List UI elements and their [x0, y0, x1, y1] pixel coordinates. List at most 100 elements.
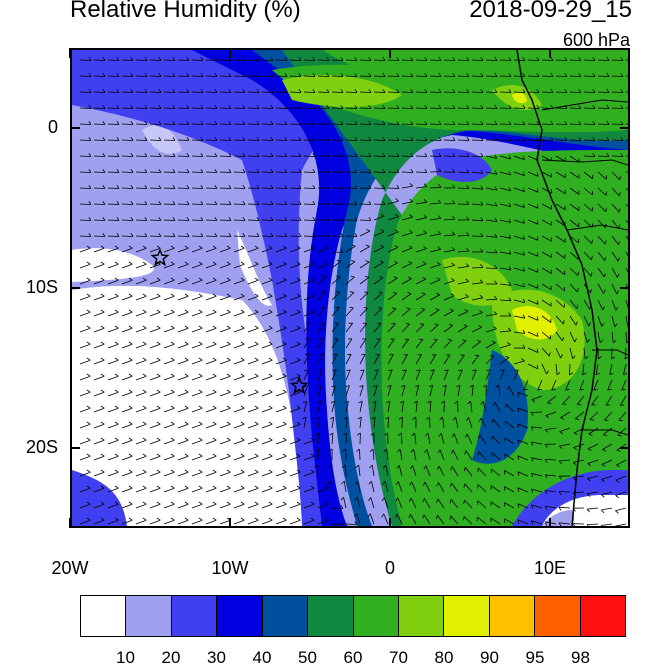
wind-barb	[276, 236, 287, 237]
colorbar-label: 20	[151, 648, 191, 668]
wind-barb	[220, 108, 231, 109]
wind-barb	[402, 156, 413, 157]
wind-barb	[248, 140, 259, 141]
wind-barb	[346, 156, 357, 157]
wind-barb	[514, 60, 525, 61]
wind-barb	[402, 140, 413, 141]
wind-barb	[220, 60, 231, 61]
wind-barb	[290, 188, 301, 189]
wind-barb	[108, 92, 119, 93]
wind-barb	[444, 108, 455, 109]
wind-barb	[290, 172, 301, 173]
wind-barb	[346, 188, 357, 189]
wind-barb	[80, 204, 91, 205]
wind-barb-feather	[347, 354, 351, 355]
wind-barb	[388, 92, 399, 93]
wind-barb	[178, 76, 189, 77]
wind-barb-feather	[551, 254, 552, 258]
wind-barb	[150, 236, 161, 237]
wind-barb	[472, 60, 483, 61]
wind-barb	[570, 76, 581, 77]
wind-barb-feather	[504, 487, 505, 491]
wind-barb	[332, 252, 343, 253]
wind-barb	[290, 156, 301, 157]
wind-barb	[206, 236, 217, 237]
humidity-map	[72, 50, 628, 526]
wind-barb	[192, 92, 203, 93]
wind-barb	[122, 188, 133, 189]
wind-barb	[612, 60, 623, 61]
wind-barb	[164, 204, 175, 205]
wind-barb	[346, 124, 357, 125]
wind-barb	[94, 204, 105, 205]
wind-barb	[346, 92, 357, 93]
wind-barb	[584, 140, 595, 141]
wind-barb	[318, 60, 329, 61]
wind-barb	[276, 156, 287, 157]
wind-barb	[402, 76, 413, 77]
wind-barb	[192, 76, 203, 77]
wind-barb	[472, 140, 483, 141]
wind-barb	[178, 60, 189, 61]
wind-barb	[178, 156, 189, 157]
wind-barb	[542, 92, 553, 93]
wind-barb	[262, 92, 273, 93]
wind-barb	[290, 60, 301, 61]
wind-barb-feather	[592, 224, 593, 228]
colorbar-swatch	[581, 596, 625, 636]
wind-barb	[514, 76, 525, 77]
colorbar-swatch	[308, 596, 353, 636]
wind-barb	[304, 92, 315, 93]
wind-barb	[360, 449, 361, 460]
wind-barb	[234, 124, 245, 125]
wind-barb	[486, 76, 497, 77]
wind-barb-feather	[333, 354, 337, 355]
colorbar-swatch	[126, 596, 171, 636]
wind-barb	[80, 156, 91, 157]
wind-barb	[220, 188, 231, 189]
wind-barb	[276, 188, 287, 189]
colorbar	[80, 595, 626, 637]
wind-barb	[262, 60, 273, 61]
lat-tick	[620, 287, 630, 289]
wind-barb	[318, 92, 329, 93]
wind-barb	[262, 108, 273, 109]
wind-barb	[94, 124, 105, 125]
wind-barb	[388, 60, 399, 61]
wind-barb	[388, 140, 399, 141]
wind-barb	[304, 204, 315, 205]
wind-barb	[388, 108, 399, 109]
lon-tick	[389, 518, 391, 528]
wind-barb	[402, 108, 413, 109]
wind-barb	[206, 124, 217, 125]
wind-barb	[318, 188, 329, 189]
wind-barb	[192, 124, 203, 125]
colorbar-swatch	[81, 596, 126, 636]
wind-barb	[108, 108, 119, 109]
wind-barb	[220, 172, 231, 173]
wind-barb	[248, 108, 259, 109]
wind-barb	[94, 140, 105, 141]
wind-barb	[80, 76, 91, 77]
wind-barb	[178, 220, 189, 221]
wind-barb	[318, 172, 329, 173]
wind-barb	[514, 140, 525, 141]
wind-barb	[164, 124, 175, 125]
wind-barb	[276, 140, 287, 141]
wind-barb	[206, 92, 217, 93]
wind-barb	[150, 156, 161, 157]
wind-barb	[542, 140, 553, 141]
wind-barb	[262, 204, 273, 205]
wind-barb	[556, 92, 567, 93]
wind-barb	[136, 108, 147, 109]
wind-barb	[136, 172, 147, 173]
wind-barb	[500, 60, 511, 61]
wind-barb	[416, 108, 427, 109]
wind-barb	[276, 92, 287, 93]
wind-barb	[234, 76, 245, 77]
wind-barb	[164, 108, 175, 109]
wind-barb	[346, 524, 357, 525]
wind-barb	[556, 60, 567, 61]
wind-barb	[570, 124, 581, 125]
wind-barb	[290, 236, 301, 237]
